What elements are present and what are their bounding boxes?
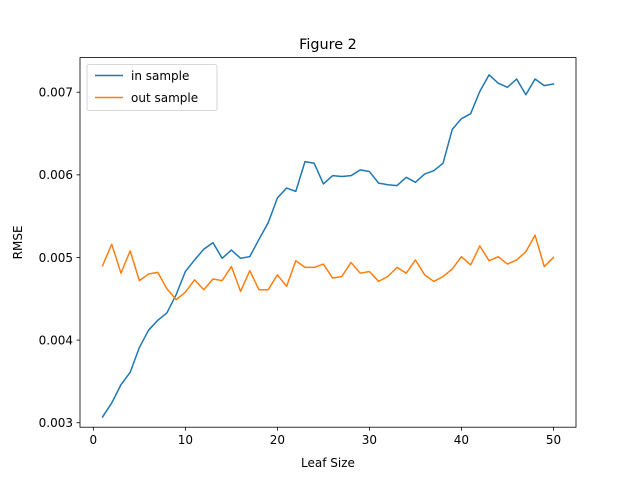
axes-frame [79,57,577,428]
legend-label-out-sample: out sample [131,91,198,105]
legend-label-in-sample: in sample [131,69,189,83]
y-axis-label: RMSE [11,225,25,259]
x-tick-label: 10 [178,433,193,447]
y-axis: 0.003 0.004 0.005 0.006 0.007 [39,86,80,430]
x-tick-label: 20 [270,433,285,447]
legend: in sample out sample [86,64,218,111]
series-line-out-sample [101,234,555,301]
x-axis-label: Leaf Size [301,456,355,470]
x-axis: 0 10 20 30 40 50 [90,427,561,447]
x-tick-label: 50 [546,433,561,447]
series-lines [101,74,555,418]
series-line-in-sample [101,74,555,418]
y-tick-label: 0.005 [39,251,73,265]
x-tick-label: 30 [362,433,377,447]
x-tick-label: 40 [454,433,469,447]
y-tick-label: 0.003 [39,416,73,430]
x-tick-label: 0 [90,433,98,447]
y-tick-label: 0.007 [39,86,73,100]
y-tick-label: 0.006 [39,168,73,182]
y-tick-label: 0.004 [39,333,73,347]
chart-title: Figure 2 [299,37,357,53]
plot-area [79,57,577,428]
